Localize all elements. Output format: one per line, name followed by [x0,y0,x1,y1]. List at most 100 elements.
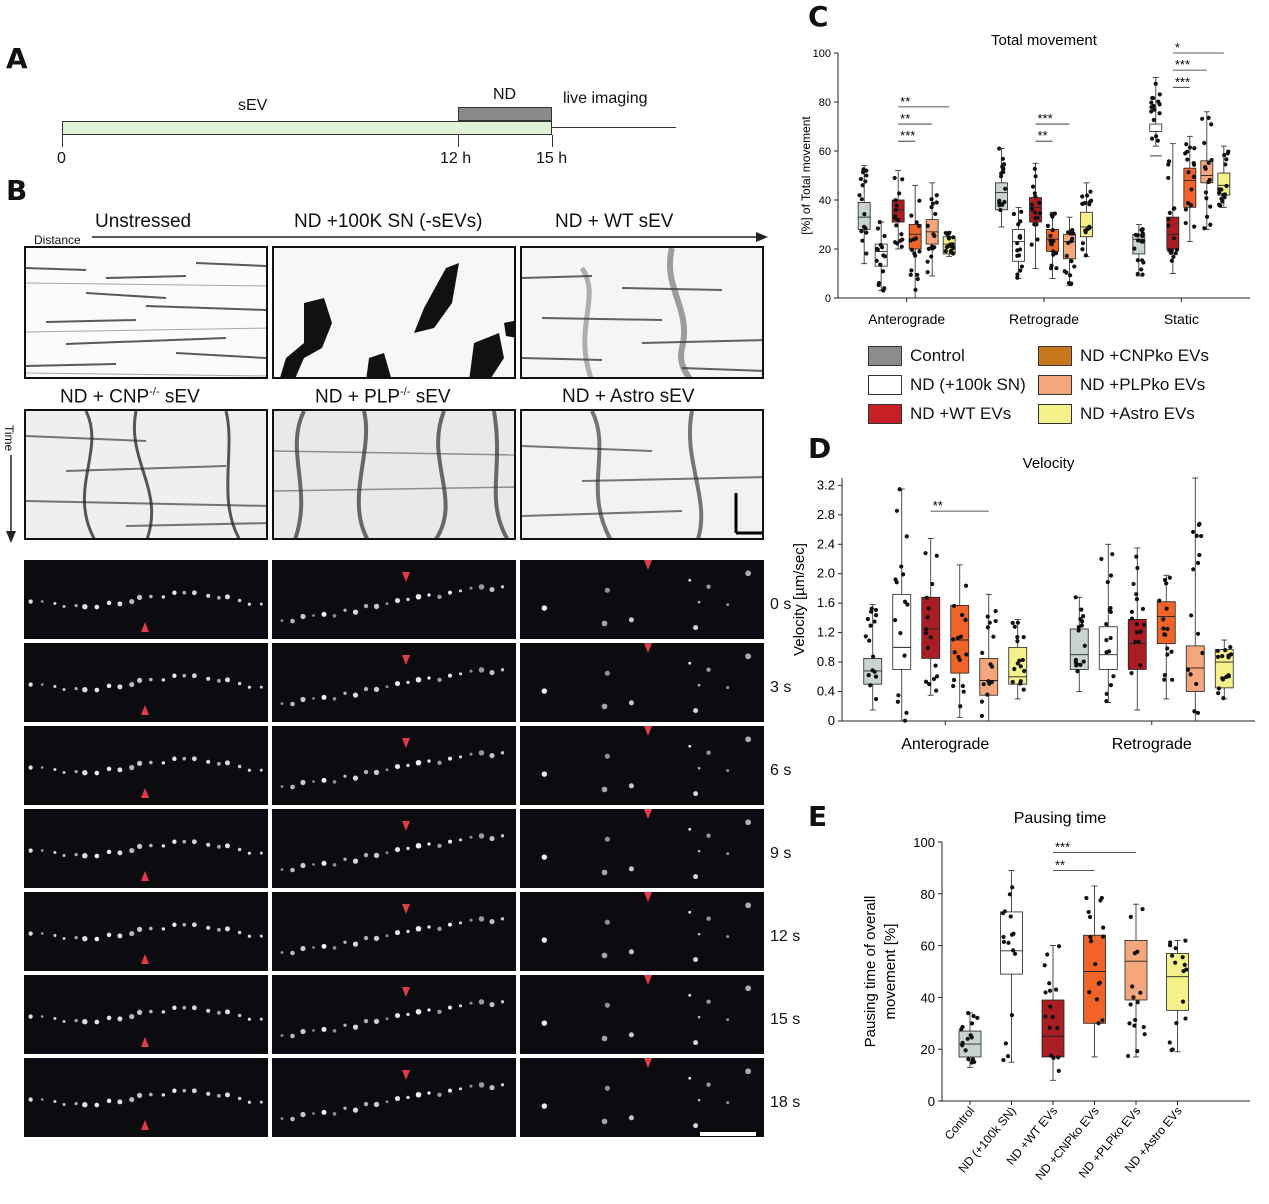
imaging-label: live imaging [563,90,648,107]
data-point [1202,140,1207,146]
data-point [1139,227,1144,232]
data-point [1068,273,1073,278]
data-point [1139,267,1144,272]
sig-bar: ** [898,94,950,109]
y-tick-label: 20 [819,244,831,256]
particle [745,819,752,826]
particle [478,750,485,756]
particle [161,761,166,765]
sig-label: ** [933,498,943,513]
particle [745,570,752,577]
data-point [1069,259,1074,264]
data-point [985,625,990,630]
particle [697,766,701,770]
particle [40,1098,44,1101]
timelapse-frame [520,975,764,1054]
sig-bar: ** [1053,857,1095,872]
legend-item: ND (+100k SN) [868,372,1026,398]
particle [373,603,380,610]
data-point [929,254,934,259]
particle [394,1096,401,1102]
box-0-3 [908,184,922,299]
data-point [1051,249,1056,254]
kymo-pattern [280,263,514,377]
data-point [965,1036,970,1041]
particle [216,595,221,600]
data-point [1087,990,1092,995]
particle [28,682,33,687]
data-point [1005,1054,1011,1059]
data-point [925,259,930,264]
data-point [898,238,903,243]
particle [469,1001,473,1005]
data-point [1165,652,1170,657]
data-point [1165,646,1170,651]
particle [688,993,692,997]
data-point [1001,1057,1006,1063]
particle [332,614,337,618]
particle [415,1009,422,1015]
particle [448,673,452,678]
data-point [1135,1000,1140,1005]
y-tick-label: 3.2 [817,477,835,492]
time-12-label: 12 h [440,150,472,167]
particle [427,759,431,763]
frame-image [541,726,752,797]
data-point [1017,234,1022,240]
arrowhead-marker [402,738,410,748]
tick-0 [62,135,63,147]
particle [161,678,166,682]
particle [224,1092,230,1098]
data-point [1220,654,1225,659]
particle [247,602,251,606]
data-point [1074,662,1080,667]
data-point [932,233,937,239]
tick-15 [552,135,553,147]
particle [94,1019,100,1025]
particle [290,618,295,624]
data-point [1022,668,1027,674]
particle [172,839,177,844]
data-point [957,657,962,663]
kymo-pattern [274,411,514,538]
data-point [869,606,874,611]
particle [427,842,431,846]
data-point [979,713,985,718]
kymo-pattern [26,262,266,377]
timelapse-frame [520,1058,764,1137]
particle [352,858,359,864]
particle [489,1002,495,1008]
box-1-4 [1062,216,1077,287]
particle [280,702,284,705]
data-point [1085,193,1090,198]
particle [216,678,221,683]
data-point [1135,271,1140,277]
particle [478,584,485,590]
particle [688,661,692,665]
data-point [894,203,899,208]
particle [385,934,389,938]
particle [106,600,112,606]
particle [489,753,495,759]
data-point [1047,1025,1053,1030]
data-point [1165,626,1170,632]
data-point [1056,1068,1061,1074]
particle [697,932,701,936]
particle [458,921,463,925]
box [1000,911,1023,975]
particle [53,768,57,771]
data-point [1049,242,1054,247]
data-point [1012,666,1017,672]
data-point [1078,616,1083,622]
timelapse-frame [24,892,268,971]
data-point [930,201,935,206]
particle [427,593,431,597]
y-tick-label: 2.4 [817,536,835,551]
particle [216,844,221,849]
particle [28,931,33,936]
particle [161,595,166,599]
data-point [1183,938,1188,943]
data-point [963,617,968,622]
particle [300,696,306,703]
data-point [1167,1040,1172,1045]
